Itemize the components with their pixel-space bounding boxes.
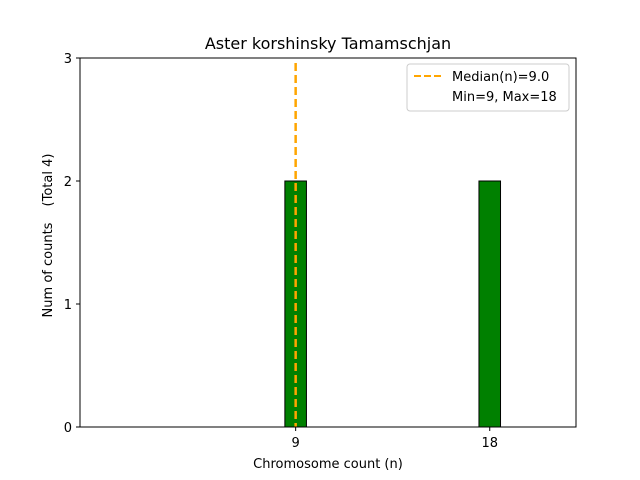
x-axis-label: Chromosome count (n) (253, 457, 403, 472)
y-tick-label-2: 2 (64, 175, 72, 190)
legend: Median(n)=9.0 Min=9, Max=18 (406, 63, 570, 112)
bar-18 (478, 180, 502, 428)
y-tick-label-1: 1 (64, 298, 72, 313)
y-axis-total-note: (Total 4) (41, 154, 56, 207)
bars-group (284, 180, 502, 428)
y-axis-label: Num of counts (41, 222, 56, 317)
y-tick-label-3: 3 (64, 52, 72, 67)
legend-entry-min-max: Min=9, Max=18 (452, 90, 557, 105)
x-tick-label-18: 18 (481, 436, 498, 451)
x-tick-label-9: 9 (292, 436, 300, 451)
legend-entry-median: Median(n)=9.0 (452, 70, 549, 85)
x-axis-ticks: 9 18 (292, 427, 498, 451)
plot-frame (79, 57, 577, 428)
y-axis-ticks: 0 1 2 3 (64, 52, 80, 436)
legend-box (406, 63, 570, 112)
y-tick-label-0: 0 (64, 421, 72, 436)
chart-title: Aster korshinsky Tamamschjan (205, 34, 451, 53)
